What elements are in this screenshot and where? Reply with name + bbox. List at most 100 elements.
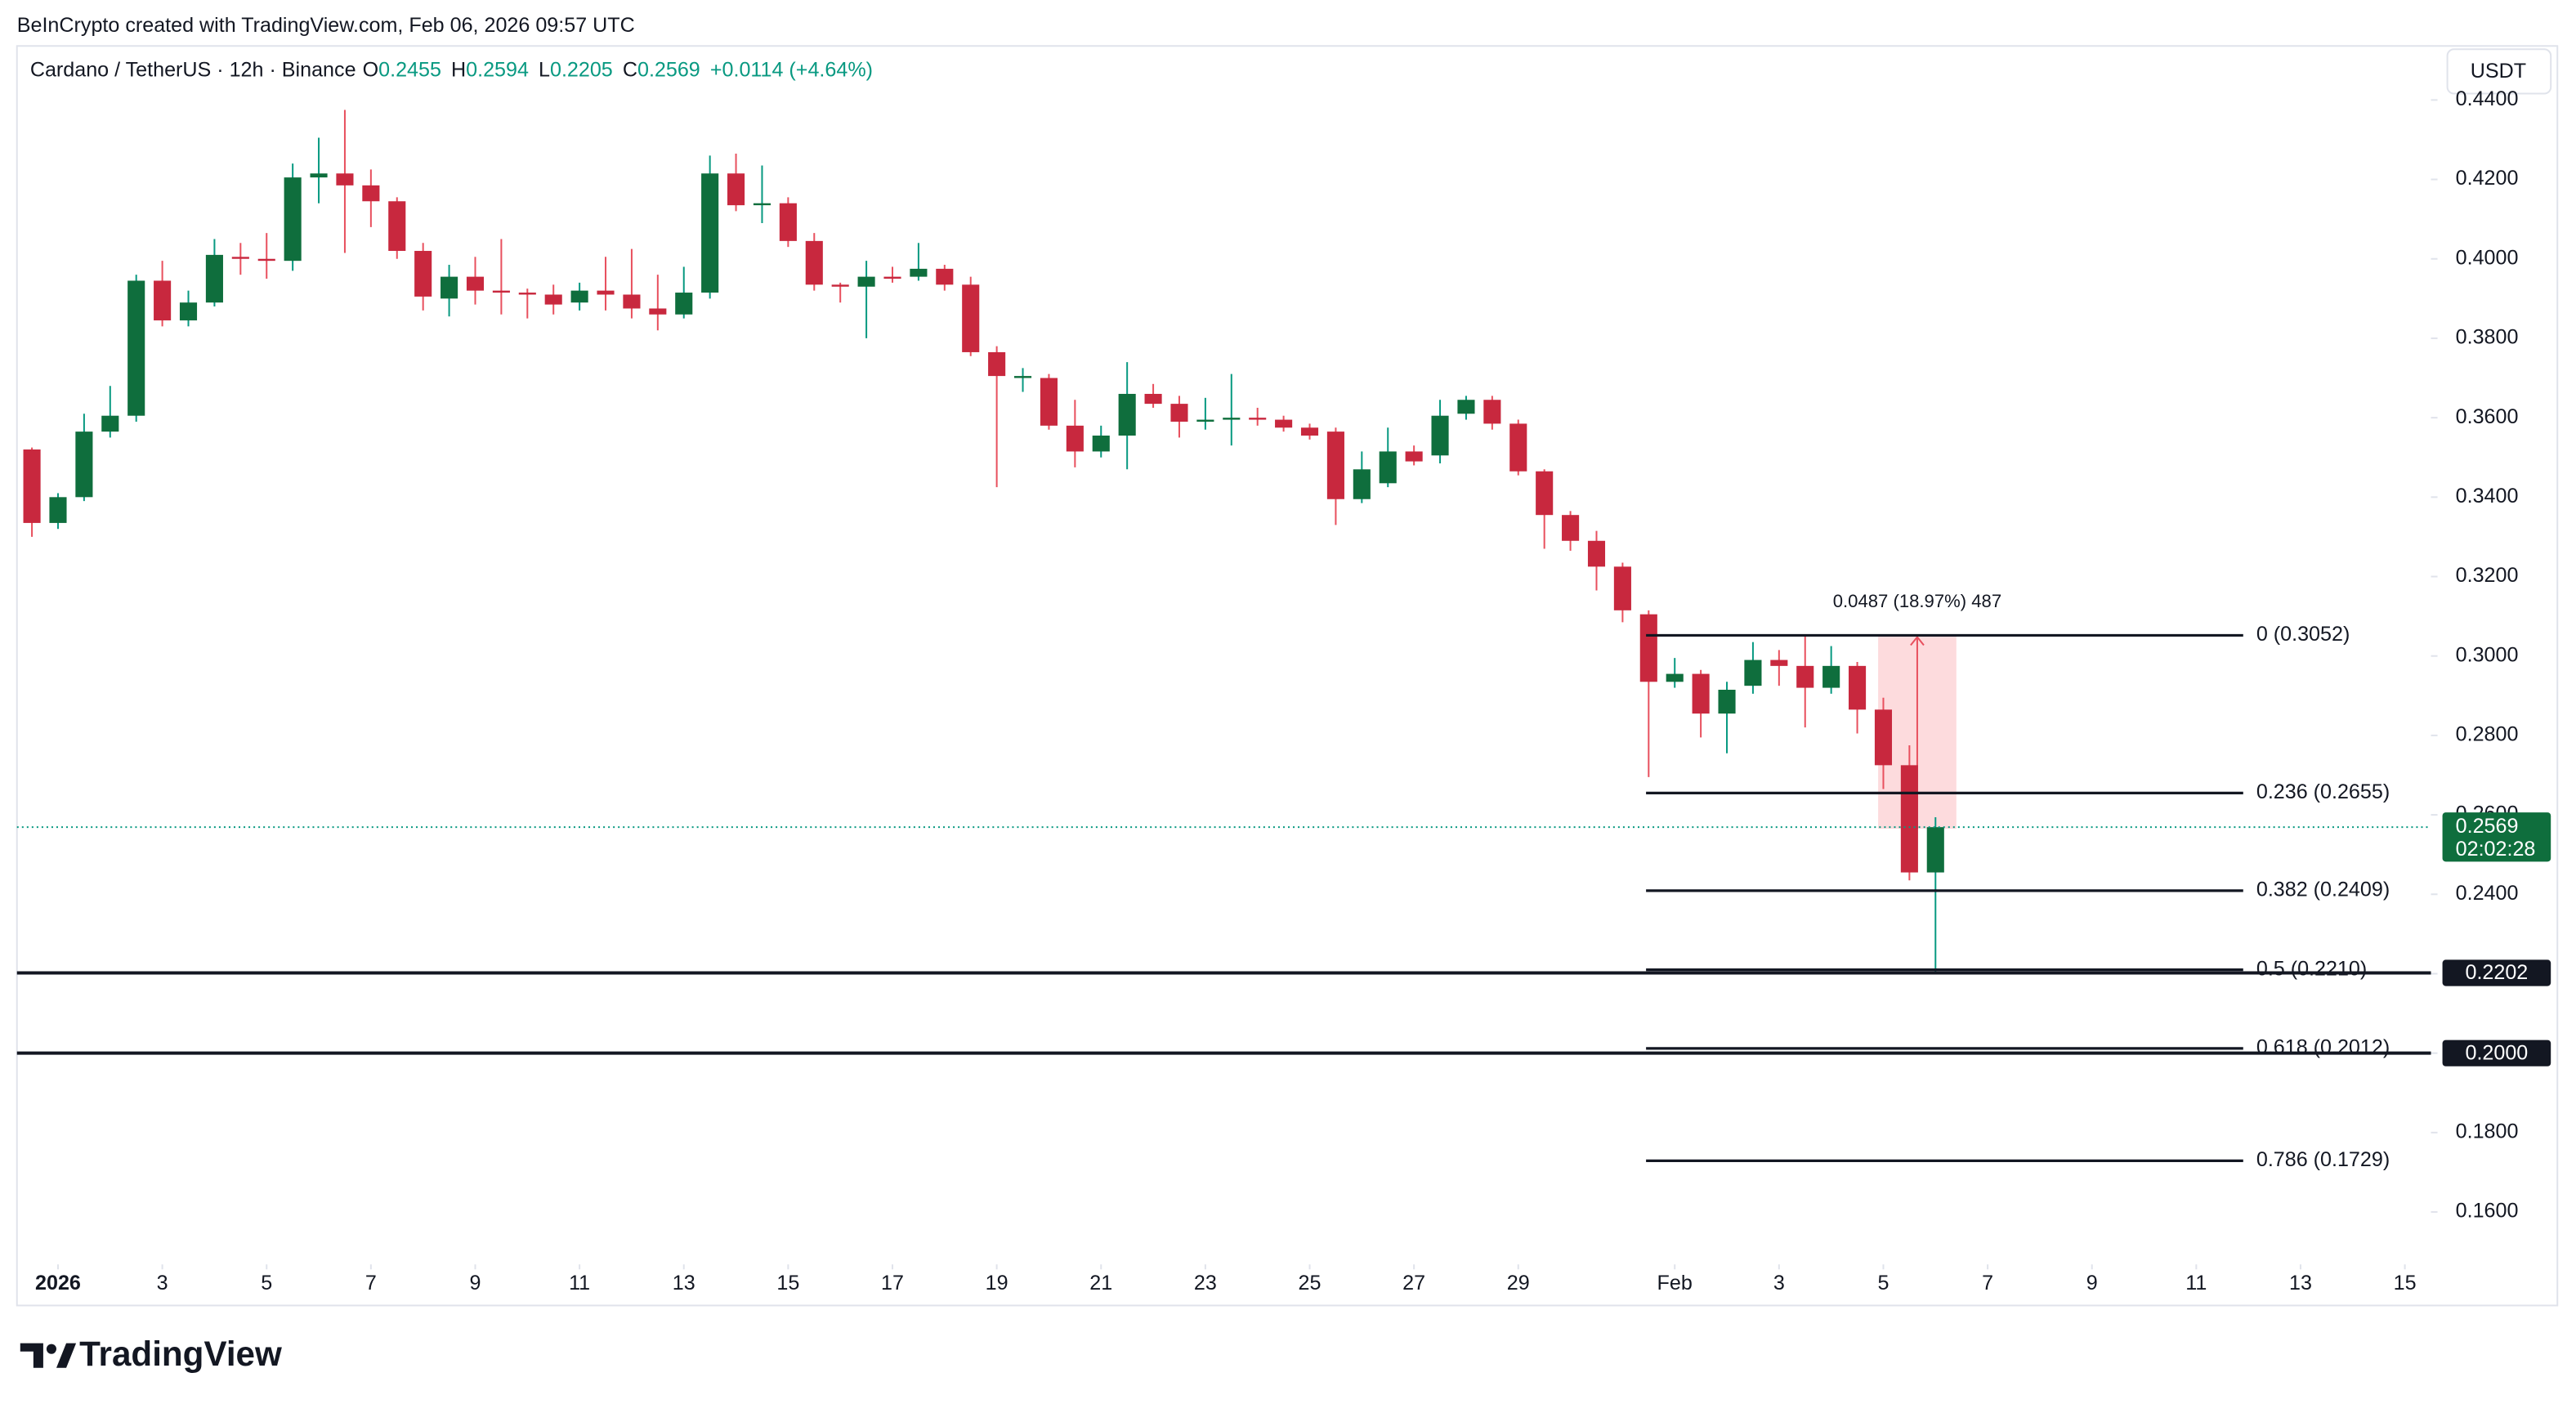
credit: BeInCrypto created with TradingView.com,… <box>17 14 635 37</box>
candle-body <box>414 251 432 297</box>
ohlc-label: H <box>451 58 466 81</box>
candle-body <box>883 276 901 279</box>
candle-body <box>23 449 41 523</box>
candle-body <box>831 284 849 287</box>
fib-label: 0.236 (0.2655) <box>2256 780 2390 803</box>
candle-body <box>257 258 275 262</box>
candle-body <box>727 173 745 206</box>
logo-mark <box>56 1343 77 1368</box>
candle-body <box>127 280 145 416</box>
price-tag-label: 0.2000 <box>2465 1041 2528 1064</box>
ohlc-value: 0.2594 <box>466 58 529 81</box>
fib-label: 0 (0.3052) <box>2256 623 2350 646</box>
x-tick-label: 7 <box>365 1272 377 1294</box>
candle-body <box>1092 435 1110 452</box>
price-tag <box>2442 1040 2551 1066</box>
symbol-title: Cardano / TetherUS · 12h · Binance <box>30 58 356 81</box>
x-tick-label: 13 <box>673 1272 695 1294</box>
candle-body <box>623 294 641 309</box>
measure-arrowhead <box>1910 635 1925 646</box>
candle-body <box>805 240 823 285</box>
candle-body <box>701 173 719 293</box>
y-tick-label: 0.3600 <box>2456 405 2519 428</box>
candle-body <box>1744 660 1762 686</box>
candle-body <box>753 203 771 206</box>
candle-body <box>1379 451 1397 484</box>
candle-body <box>1066 425 1084 452</box>
fib-label: 0.382 (0.2409) <box>2256 879 2390 901</box>
y-tick-label: 0.4200 <box>2456 167 2519 190</box>
candle-body <box>284 177 302 262</box>
x-tick-label: 3 <box>1773 1272 1785 1294</box>
candle-body <box>649 308 667 315</box>
candle-body <box>675 293 693 315</box>
brand-logo: TradingView <box>20 1335 282 1373</box>
chart-frame <box>16 45 2559 1307</box>
candle-body <box>544 294 562 305</box>
x-tick-label: 15 <box>2394 1272 2417 1294</box>
candle-body <box>570 290 588 303</box>
y-tick-label: 0.1800 <box>2456 1120 2519 1143</box>
candle-body <box>336 173 354 186</box>
x-tick-label: 5 <box>261 1272 272 1294</box>
candle-body <box>1170 404 1188 422</box>
candle-body <box>1900 765 1918 873</box>
candle-body <box>1405 451 1423 462</box>
candle-body <box>1300 427 1319 436</box>
candle-body <box>205 254 223 303</box>
brand: TradingView <box>79 1335 282 1373</box>
y-tick-label: 0.3000 <box>2456 643 2519 666</box>
x-tick-label: 17 <box>881 1272 904 1294</box>
x-tick-label: 27 <box>1402 1272 1425 1294</box>
ohlc-label: L <box>539 58 550 81</box>
candle-body <box>936 268 954 285</box>
candle-body <box>1013 376 1032 378</box>
y-tick-label: 0.4400 <box>2456 87 2519 110</box>
currency-button[interactable] <box>2446 48 2552 95</box>
candle-body <box>1587 540 1606 567</box>
candle-body <box>1874 709 1893 766</box>
x-tick-label: 15 <box>776 1272 799 1294</box>
x-tick-label: 19 <box>986 1272 1008 1294</box>
candle-body <box>492 290 510 293</box>
y-tick-label: 0.3800 <box>2456 326 2519 349</box>
candle-body <box>75 431 93 498</box>
change: +0.0114 (+4.64%) <box>710 58 873 81</box>
candle-body <box>362 185 380 202</box>
x-tick-label: 13 <box>2289 1272 2312 1294</box>
candle-body <box>1562 515 1580 541</box>
measure-label: 0.0487 (18.97%) 487 <box>1833 591 2001 611</box>
candle-body <box>1849 665 1867 710</box>
x-tick-label: Feb <box>1657 1272 1693 1294</box>
candle-body <box>1822 665 1840 688</box>
x-tick-label: 7 <box>1982 1272 1993 1294</box>
ohlc-value: 0.2205 <box>550 58 613 81</box>
x-tick-label: 23 <box>1194 1272 1217 1294</box>
candle-body <box>179 302 198 321</box>
fib-label: 0.786 (0.1729) <box>2256 1148 2390 1171</box>
ohlc-value: 0.2455 <box>378 58 441 81</box>
candle-body <box>1796 665 1814 688</box>
y-tick-label: 0.1600 <box>2456 1200 2519 1223</box>
currency[interactable]: USDT <box>2471 60 2526 83</box>
x-tick-label: 9 <box>470 1272 481 1294</box>
candle-body <box>1536 471 1554 516</box>
candle-body <box>1483 400 1501 424</box>
candle-body <box>49 497 67 523</box>
candle-body <box>1196 419 1214 422</box>
countdown: 02:02:28 <box>2456 838 2536 861</box>
candle-body <box>1770 660 1788 666</box>
candle-body <box>466 276 485 291</box>
fib-label: 0.5 (0.2210) <box>2256 957 2367 980</box>
y-tick-label: 0.2400 <box>2456 882 2519 905</box>
x-tick-label: 2026 <box>35 1272 81 1294</box>
candle-body <box>310 173 328 178</box>
candle-body <box>1431 415 1449 456</box>
candle-body <box>1509 423 1527 472</box>
y-tick-label: 0.3200 <box>2456 564 2519 587</box>
candle-body <box>1275 419 1293 428</box>
candle-body <box>779 203 797 241</box>
fib-label: 0.618 (0.2012) <box>2256 1035 2390 1058</box>
